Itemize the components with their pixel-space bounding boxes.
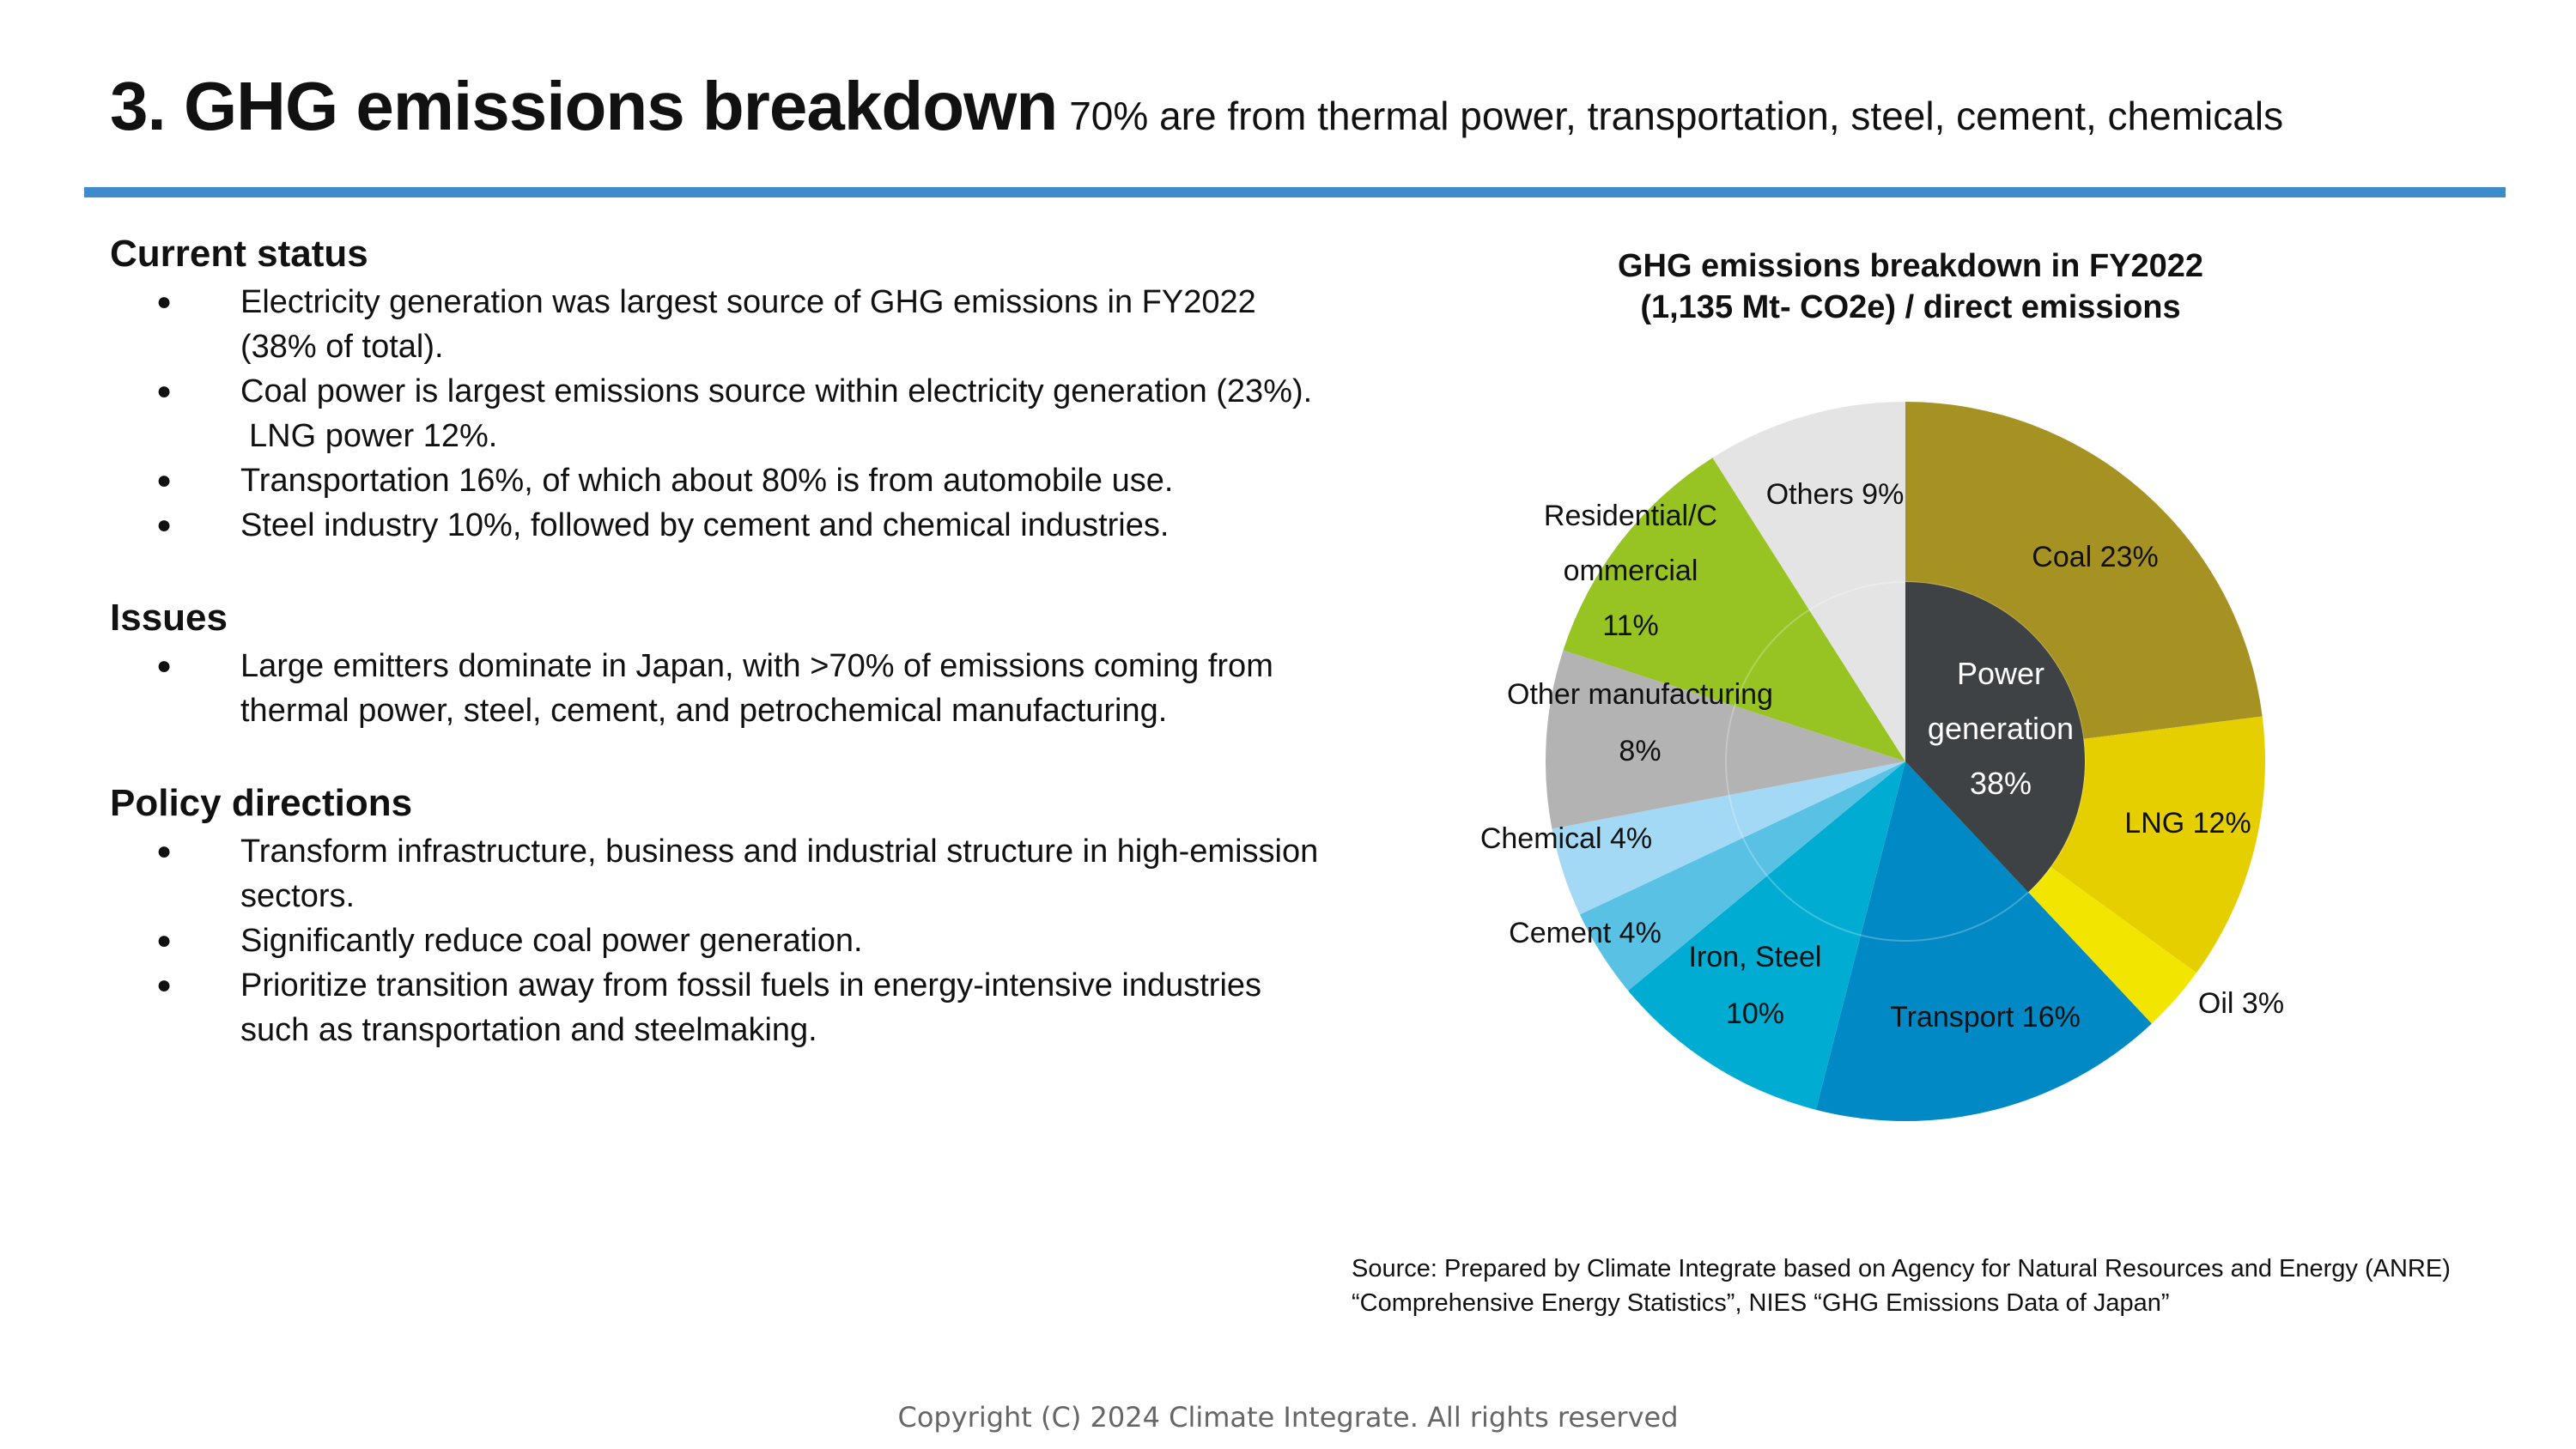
issues-list: ● Large emitters dominate in Japan, with … (110, 644, 1329, 733)
list-item: ● Large emitters dominate in Japan, with … (110, 644, 1329, 733)
data-label-iron-steel: Iron, Steel 10% (1689, 941, 1822, 1030)
data-label-lng: LNG 12% (2124, 807, 2251, 840)
section-heading-current-status: Current status (110, 233, 368, 275)
list-item: ● Prioritize transition away from fossil … (110, 963, 1329, 1052)
list-item-text: Transform infrastructure, business and i… (240, 834, 1319, 914)
list-item-text: Coal power is largest emissions source w… (240, 373, 1313, 409)
section-heading-issues: Issues (110, 597, 228, 639)
slide-title: 3. GHG emissions breakdown (110, 68, 1058, 144)
bullet-icon: ● (156, 971, 173, 999)
pie-slice-iron-steel (1628, 761, 1905, 1110)
header-divider (84, 187, 2506, 197)
source-line-1: Source: Prepared by Climate Integrate ba… (1352, 1255, 2451, 1282)
slide-header: 3. GHG emissions breakdown 70% are from t… (110, 67, 2283, 146)
list-item: ● Electricity generation was largest sour… (110, 280, 1329, 369)
list-item-text: Large emitters dominate in Japan, with >… (240, 648, 1273, 729)
list-item: ● Significantly reduce coal power generat… (110, 919, 1329, 963)
source-line-2: “Comprehensive Energy Statistics”, NIES … (1352, 1289, 2170, 1317)
bullet-icon: ● (156, 511, 173, 539)
pie-slice-residential-commercial (1563, 458, 1905, 761)
list-item: ● Transportation 16%, of which about 80% … (110, 458, 1329, 503)
pie-slice-other-manufacturing (1545, 650, 1905, 829)
current-status-list: ● Electricity generation was largest sour… (110, 280, 1329, 548)
chart-title-block: GHG emissions breakdown in FY2022 (1,135… (1460, 246, 2361, 328)
chart-title: GHG emissions breakdown in FY2022 (1617, 248, 2204, 284)
bullet-icon: ● (156, 837, 173, 865)
list-item: ● Transform infrastructure, business and … (110, 829, 1329, 919)
bullet-icon: ● (156, 288, 173, 316)
list-item: ● Steel industry 10%, followed by cement … (110, 503, 1329, 548)
copyright-footer: Copyright (C) 2024 Climate Integrate. Al… (897, 1401, 1679, 1434)
data-label-power-generation: Power generation 38% (1928, 656, 2074, 801)
data-label-chemical: Chemical 4% (1480, 822, 1652, 855)
chart-subtitle: (1,135 Mt- CO2e) / direct emissions (1640, 289, 2181, 325)
list-item-extra-text: LNG power 12%. (249, 418, 498, 454)
pie-slice-transport (1815, 761, 2152, 1121)
data-label-transport: Transport 16% (1890, 1001, 2081, 1034)
slide-subtitle: 70% are from thermal power, transportati… (1069, 94, 2284, 138)
data-label-oil: Oil 3% (2198, 987, 2284, 1020)
pie-inner-slice-power-generation (1905, 582, 2085, 893)
list-item-text: Significantly reduce coal power generati… (240, 923, 863, 959)
data-label-other-manufacturing: Other manufacturing 8% (1507, 678, 1773, 767)
data-label-others: Others 9% (1766, 478, 1905, 511)
list-item-text: Prioritize transition away from fossil f… (240, 967, 1262, 1048)
data-label-coal: Coal 23% (2032, 541, 2158, 573)
pie-slice-chemical (1552, 761, 1905, 915)
data-label-residential-commercial: Residential/C ommercial 11% (1544, 500, 1717, 642)
pie-slice-cement (1579, 761, 1905, 991)
bullet-icon: ● (156, 466, 173, 494)
list-item-text: Transportation 16%, of which about 80% i… (240, 463, 1174, 499)
data-label-cement: Cement 4% (1509, 917, 1662, 949)
bullet-icon: ● (156, 652, 173, 680)
bullet-icon: ● (156, 377, 173, 405)
list-item-text: Steel industry 10%, followed by cement a… (240, 507, 1170, 543)
section-heading-policy-directions: Policy directions (110, 782, 413, 824)
bullet-icon: ● (156, 926, 173, 955)
pie-slice-others (1712, 402, 1905, 761)
text-column: Current status ● Electricity generation w… (110, 228, 1329, 1052)
source-note: Source: Prepared by Climate Integrate ba… (1352, 1252, 2451, 1320)
policy-directions-list: ● Transform infrastructure, business and … (110, 829, 1329, 1052)
list-item-text: Electricity generation was largest sourc… (240, 284, 1256, 365)
list-item: ● Coal power is largest emissions source … (110, 369, 1329, 458)
